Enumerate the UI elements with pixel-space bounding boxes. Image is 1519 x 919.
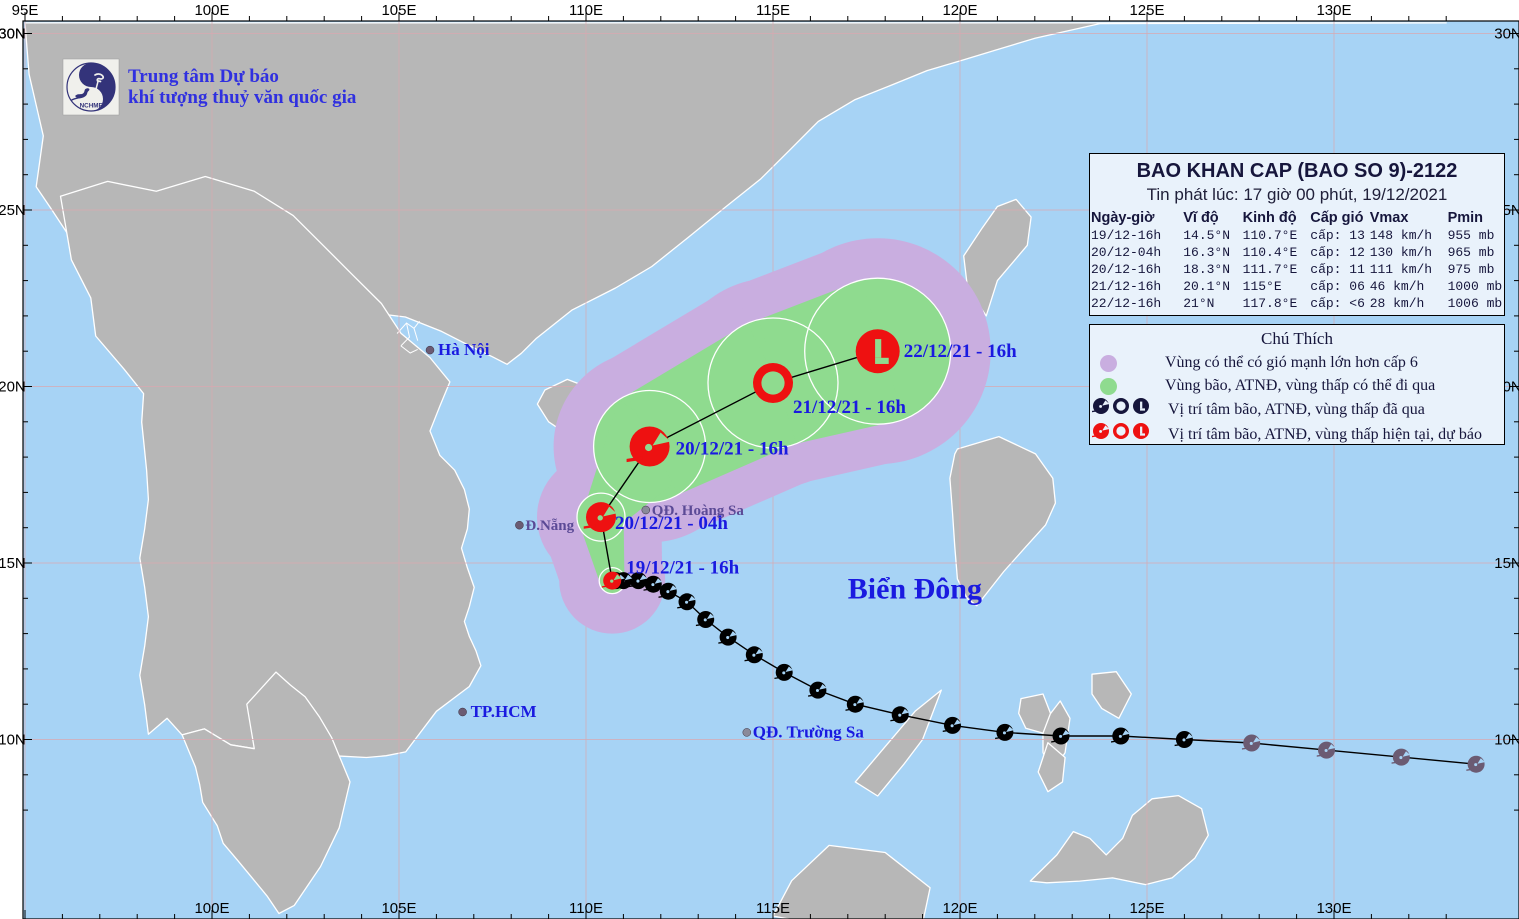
svg-text:QĐ. Trường Sa: QĐ. Trường Sa xyxy=(753,722,865,741)
svg-text:130E: 130E xyxy=(1316,900,1351,917)
svg-text:120E: 120E xyxy=(942,2,977,19)
svg-text:115E: 115E xyxy=(756,2,790,19)
svg-text:21/12/21 - 16h: 21/12/21 - 16h xyxy=(793,397,906,418)
svg-text:105E: 105E xyxy=(381,2,416,19)
svg-text:100E: 100E xyxy=(194,2,229,19)
svg-text:QĐ. Hoàng Sa: QĐ. Hoàng Sa xyxy=(652,503,745,519)
svg-text:100E: 100E xyxy=(194,900,229,917)
svg-text:10N: 10N xyxy=(1494,732,1519,749)
svg-text:15N: 15N xyxy=(0,555,26,572)
svg-text:30N: 30N xyxy=(1494,26,1519,43)
svg-text:Đ.Nẵng: Đ.Nẵng xyxy=(525,518,574,534)
svg-text:20N: 20N xyxy=(0,379,26,396)
svg-text:110E: 110E xyxy=(569,900,603,917)
svg-text:115E: 115E xyxy=(756,900,790,917)
svg-text:130E: 130E xyxy=(1316,2,1351,19)
svg-text:30N: 30N xyxy=(0,26,26,43)
svg-text:105E: 105E xyxy=(381,900,416,917)
svg-text:15N: 15N xyxy=(1494,555,1519,572)
svg-text:TP.HCM: TP.HCM xyxy=(471,702,537,721)
svg-text:125E: 125E xyxy=(1129,900,1164,917)
svg-text:95E: 95E xyxy=(12,2,39,19)
svg-text:25N: 25N xyxy=(0,202,26,219)
svg-text:Hà Nội: Hà Nội xyxy=(438,340,490,359)
svg-text:10N: 10N xyxy=(0,732,26,749)
svg-text:Biển Đông: Biển Đông xyxy=(848,572,982,605)
svg-text:20/12/21 - 16h: 20/12/21 - 16h xyxy=(676,439,789,460)
svg-text:22/12/21 - 16h: 22/12/21 - 16h xyxy=(904,341,1017,362)
svg-text:120E: 120E xyxy=(942,900,977,917)
svg-text:110E: 110E xyxy=(569,2,603,19)
svg-text:19/12/21 - 16h: 19/12/21 - 16h xyxy=(626,558,739,579)
svg-text:NCHMF: NCHMF xyxy=(80,103,103,110)
svg-text:125E: 125E xyxy=(1129,2,1164,19)
